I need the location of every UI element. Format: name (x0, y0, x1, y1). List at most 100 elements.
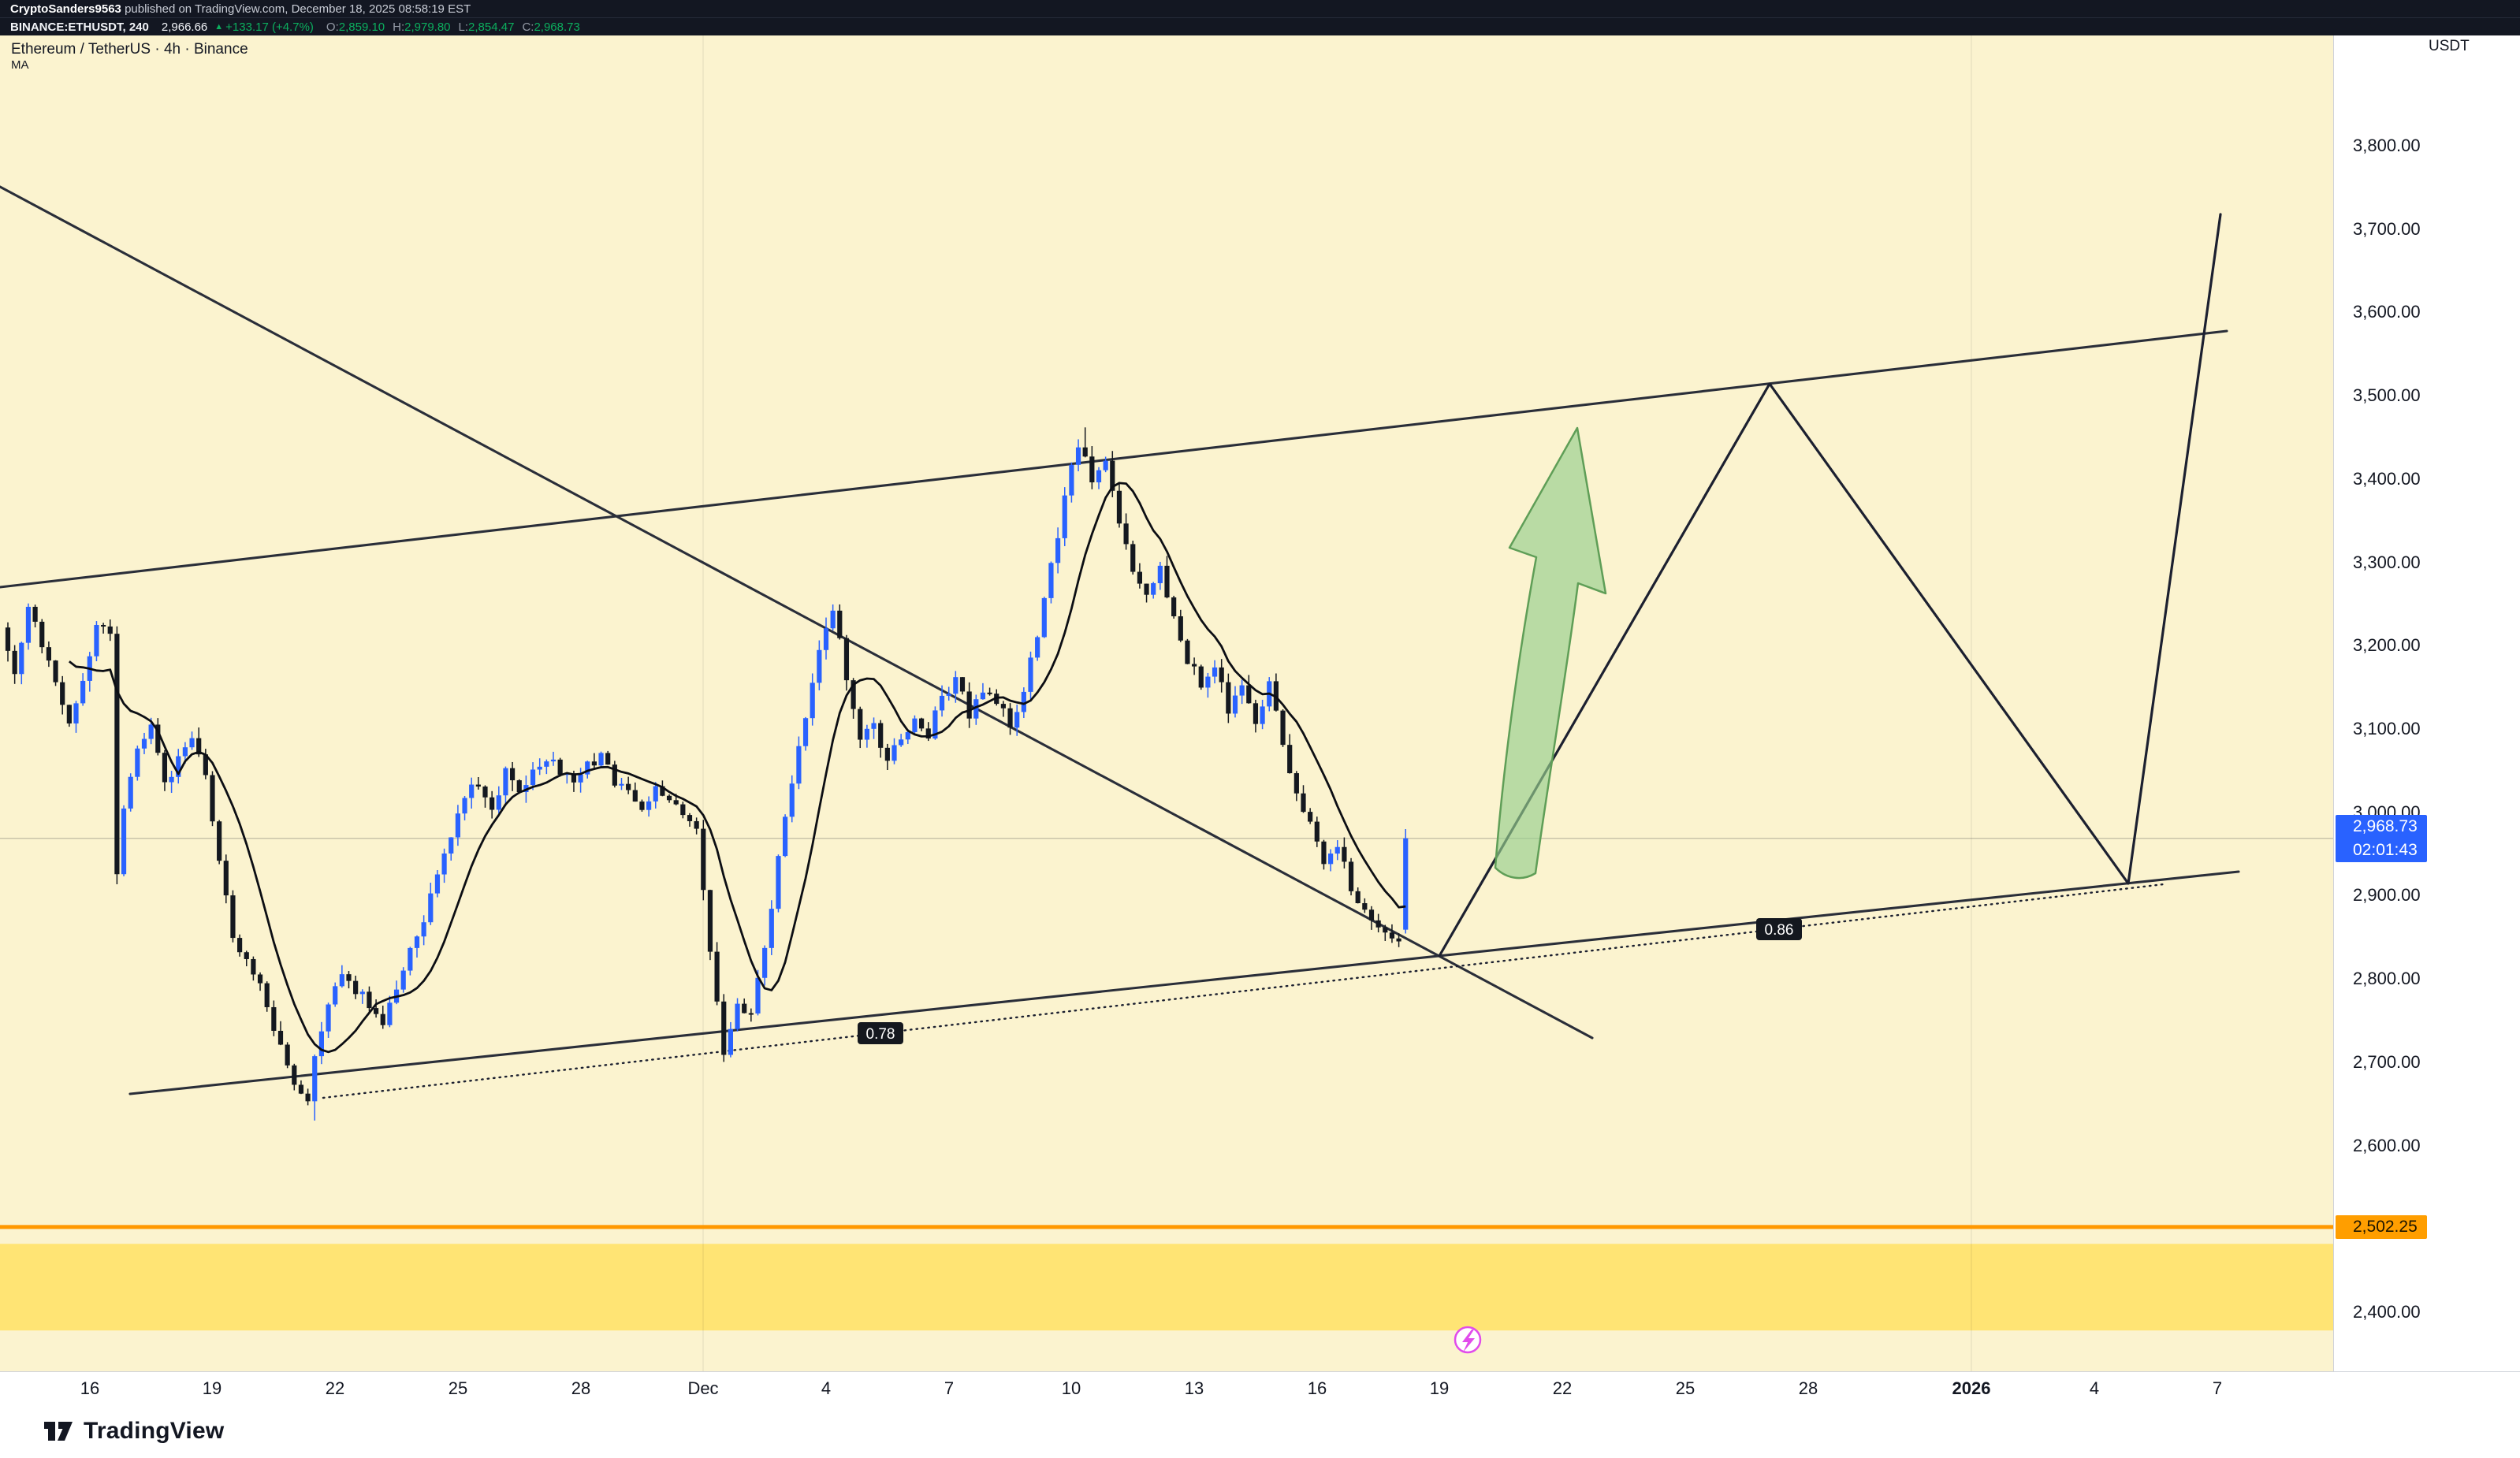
candle-body (489, 797, 495, 810)
tradingview-brand[interactable]: TradingView (41, 1416, 224, 1446)
candle-body (367, 991, 372, 1009)
candle-body (1294, 773, 1299, 794)
candle-body (1103, 460, 1108, 471)
time-tick-label: 22 (325, 1378, 345, 1398)
open-value: O:2,859.10 (326, 20, 385, 34)
price-tick-label: 3,100.00 (2353, 718, 2421, 738)
price-tick-label: 3,700.00 (2353, 218, 2421, 239)
time-tick-label: 28 (1798, 1378, 1818, 1398)
price-tick-label: 3,300.00 (2353, 552, 2421, 572)
candlestick-chart[interactable]: 0.78 0.86 (0, 35, 2333, 1371)
time-tick-label: 10 (1061, 1378, 1081, 1398)
candle-body (1362, 902, 1368, 910)
candle-body (251, 958, 256, 975)
price-tick-label: 2,600.00 (2353, 1135, 2421, 1155)
descending-resistance-line[interactable] (0, 185, 1594, 1040)
candle-body (1226, 682, 1231, 714)
candle-body (169, 776, 174, 783)
time-tick-label: 16 (1307, 1378, 1327, 1398)
author-name[interactable]: CryptoSanders9563 (10, 2, 121, 16)
price-change: +133.17 (+4.7%) (225, 20, 314, 34)
candle-body (339, 974, 344, 987)
candle-body (714, 951, 720, 1002)
candle-body (503, 768, 508, 796)
candle-body (516, 780, 522, 793)
candle-body (1178, 616, 1183, 641)
candle-body (1205, 676, 1211, 688)
candle-body (1334, 846, 1340, 854)
candle-body (318, 1031, 324, 1057)
candle-body (796, 746, 802, 784)
candle-body (475, 784, 481, 787)
channel-top-line[interactable] (0, 329, 2228, 589)
time-tick-label: 13 (1184, 1378, 1204, 1398)
candle-body (1116, 490, 1122, 524)
candle-body (925, 728, 931, 739)
candle-body (919, 718, 925, 729)
candle-body (1260, 706, 1265, 724)
candle-body (1164, 565, 1170, 598)
chart-plot-area[interactable]: Ethereum / TetherUS · 4h · Binance MA 0.… (0, 35, 2333, 1371)
candle-body (1110, 460, 1115, 491)
ma-indicator-label[interactable]: MA (11, 58, 29, 72)
candle-body (1137, 571, 1142, 584)
candle-body (1014, 712, 1020, 728)
candle-body (19, 642, 24, 675)
candle-body (1239, 685, 1245, 696)
candle-body (878, 723, 884, 748)
candle-body (544, 761, 549, 767)
ma-line[interactable] (68, 482, 1406, 1054)
fib-dotted-line[interactable] (322, 883, 2165, 1099)
candle-body (196, 738, 202, 755)
candle-body (673, 800, 679, 805)
candle-body (1375, 920, 1381, 928)
currency-label[interactable]: USDT (2429, 38, 2470, 54)
publish-info-bar: CryptoSanders9563 published on TradingVi… (0, 0, 2520, 17)
symbol-interval[interactable]: BINANCE:ETHUSDT, 240 (10, 20, 149, 34)
high-value: H:2,979.80 (393, 20, 451, 34)
candle-body (537, 766, 542, 770)
candle-body (374, 1008, 379, 1014)
orange-level-badge: 2,502.25 (2336, 1214, 2427, 1239)
candle-body (639, 802, 645, 810)
candle-body (823, 628, 829, 650)
candle-body (217, 821, 222, 861)
candle-body (1389, 932, 1395, 939)
candle-body (694, 820, 699, 829)
candle-body (1130, 544, 1136, 572)
chart-legend-title[interactable]: Ethereum / TetherUS · 4h · Binance (11, 41, 248, 58)
candle-body (966, 691, 972, 719)
candle-body (1171, 597, 1177, 616)
candle-body (959, 677, 966, 692)
fib-label-box[interactable] (858, 1022, 903, 1044)
candle-body (1246, 685, 1252, 704)
candle-body (326, 1004, 331, 1032)
price-axis[interactable]: USDT 3,800.00 3,700.00 3,600.00 3,500.00 3,4… (2333, 35, 2520, 1371)
bull-arrow[interactable] (1494, 426, 1607, 880)
channel-bottom-line[interactable] (128, 870, 2240, 1095)
candle-body (891, 745, 897, 761)
candle-body (387, 1002, 393, 1025)
candle-body (237, 938, 243, 953)
low-value: L:2,854.47 (458, 20, 515, 34)
time-tick-label: 4 (2089, 1378, 2100, 1398)
time-tick-label: 28 (571, 1378, 591, 1398)
candle-body (449, 837, 454, 854)
candle-body (312, 1056, 318, 1102)
candle-body (189, 738, 195, 748)
candle-body (1069, 464, 1074, 496)
candle-body (66, 705, 72, 723)
candle-body (728, 1028, 733, 1055)
candle-body (46, 647, 51, 661)
candle-body (455, 813, 460, 838)
candle-body (585, 761, 590, 775)
candle-body (1321, 841, 1327, 865)
price-tick-label: 3,600.00 (2353, 302, 2421, 322)
footer-bar: 16 19 22 25 28 Dec 4 7 10 13 16 19 22 25 28 2026 4 7 Trad… (0, 1371, 2520, 1458)
candle-body (1280, 710, 1286, 746)
candle-body (1198, 666, 1204, 688)
projection-zigzag[interactable] (1438, 213, 2222, 958)
fib-label-box[interactable] (1756, 918, 1802, 940)
candle-body (591, 761, 597, 766)
candle-body (1157, 565, 1163, 583)
